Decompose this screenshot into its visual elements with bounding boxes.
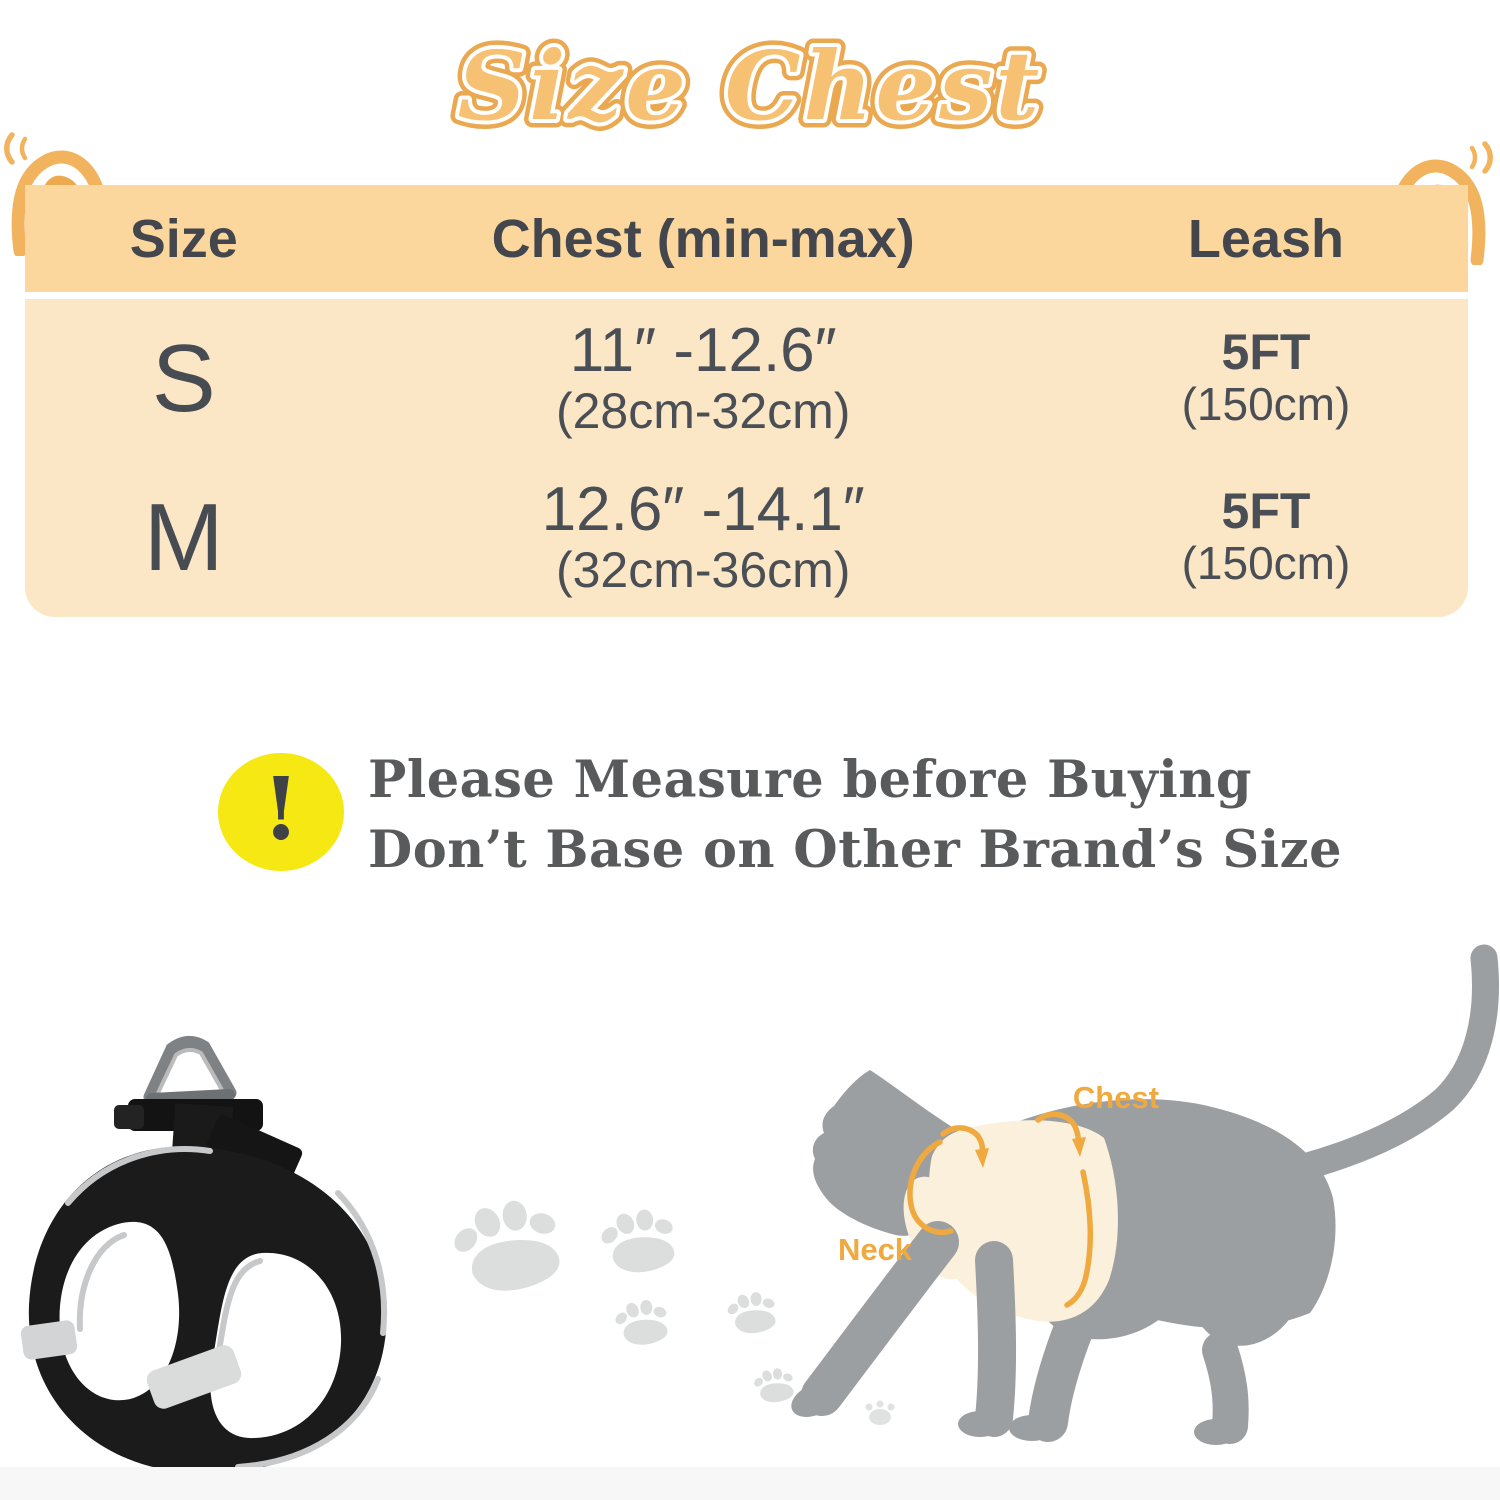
neck-label: Neck [838,1232,913,1267]
reflective-tab [20,1320,78,1360]
page-title-inner-stroke: Size Chest [458,31,1043,142]
header-leash: Leash [1187,208,1344,269]
warning-line-1: Please Measure before Buying [368,750,1253,810]
size-table-body: S 11″ -12.6″ (28cm-32cm) 5FT (150cm) M 1… [25,299,1468,617]
header-size: Size [129,208,238,269]
d-ring-icon [143,1036,237,1105]
paw-print-icon [454,1200,560,1291]
size-table: Size Chest (min-max) Leash S 11″ -12.6″ … [25,185,1468,617]
page-title: Size Chest Size Chest Size Chest [449,23,1048,151]
exclamation-mark: ! [262,759,300,860]
paw-print-icon [727,1292,776,1334]
leash-feet: 5FT [1221,323,1311,380]
chest-cell: 11″ -12.6″ (28cm-32cm) [342,318,1064,438]
cat-front-legs [791,1221,1017,1437]
black-mesh-harness-photo [20,1036,388,1474]
table-row-m: M 12.6″ -14.1″ (32cm-36cm) 5FT (150cm) [25,458,1468,617]
paw-print-icon [865,1400,895,1425]
chest-inches: 11″ -12.6″ [569,316,837,386]
paw-print-icon [615,1300,668,1345]
paw-prints [454,1200,794,1403]
paw-print-icon [754,1368,794,1403]
header-chest: Chest (min-max) [491,208,915,269]
leash-feet: 5FT [1221,482,1311,539]
warning-line-2: Don’t Base on Other Brand’s Size [368,820,1343,880]
page-title-text: Size Chest [458,31,1043,142]
arrowheads [975,1137,1086,1168]
leash-cell: 5FT (150cm) [1064,485,1468,590]
chest-centimeters: (32cm-36cm) [555,541,851,598]
page-title-outline: Size Chest [458,31,1043,142]
leash-centimeters: (150cm) [1181,378,1351,431]
size-table-header: Size Chest (min-max) Leash [25,185,1468,292]
leash-centimeters: (150cm) [1181,537,1351,590]
reflective-piping [65,1146,388,1470]
size-cell: S [151,324,216,432]
chest-centimeters: (28cm-32cm) [555,382,851,439]
chest-label: Chest [1073,1080,1159,1115]
chest-cell: 12.6″ -14.1″ (32cm-36cm) [342,477,1064,597]
measure-arrows [907,1111,1093,1308]
paw-print-icon [601,1209,675,1273]
gray-cat-silhouette: Chest Neck [791,944,1499,1445]
chest-inches: 12.6″ -14.1″ [541,475,865,545]
table-row-s: S 11″ -12.6″ (28cm-32cm) 5FT (150cm) [25,299,1468,458]
harness-vest [28,1146,387,1474]
leash-cell: 5FT (150cm) [1064,326,1468,431]
exclamation-icon: ! [218,753,344,871]
bottom-shade [0,1467,1500,1500]
reflective-tab [146,1345,242,1409]
size-cell: M [143,483,224,591]
